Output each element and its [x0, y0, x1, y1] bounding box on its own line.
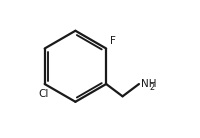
Text: NH: NH: [141, 79, 156, 89]
Text: Cl: Cl: [38, 89, 48, 99]
Text: 2: 2: [150, 83, 155, 91]
Text: F: F: [110, 36, 115, 46]
